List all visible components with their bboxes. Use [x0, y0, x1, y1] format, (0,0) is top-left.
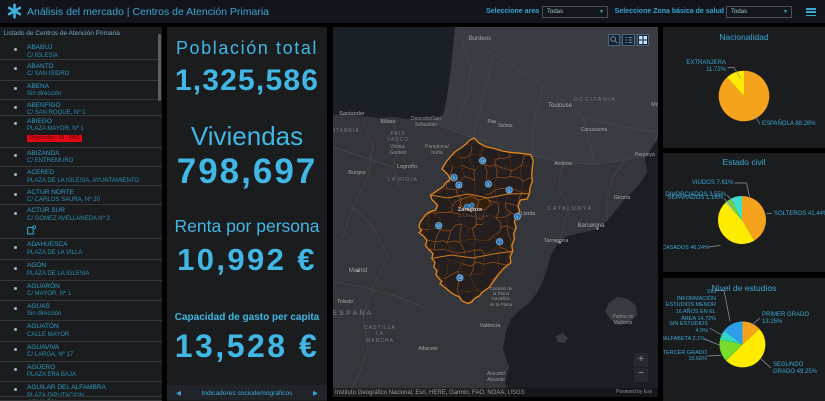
svg-text:14: 14 — [481, 159, 485, 163]
svg-text:8: 8 — [487, 182, 489, 186]
svg-text:12: 12 — [437, 224, 441, 228]
svg-text:5: 5 — [516, 214, 518, 218]
svg-text:13: 13 — [458, 276, 462, 280]
svg-text:9: 9 — [453, 175, 455, 179]
svg-text:6: 6 — [508, 188, 510, 192]
svg-text:7: 7 — [499, 240, 501, 244]
svg-text:11: 11 — [457, 183, 461, 187]
